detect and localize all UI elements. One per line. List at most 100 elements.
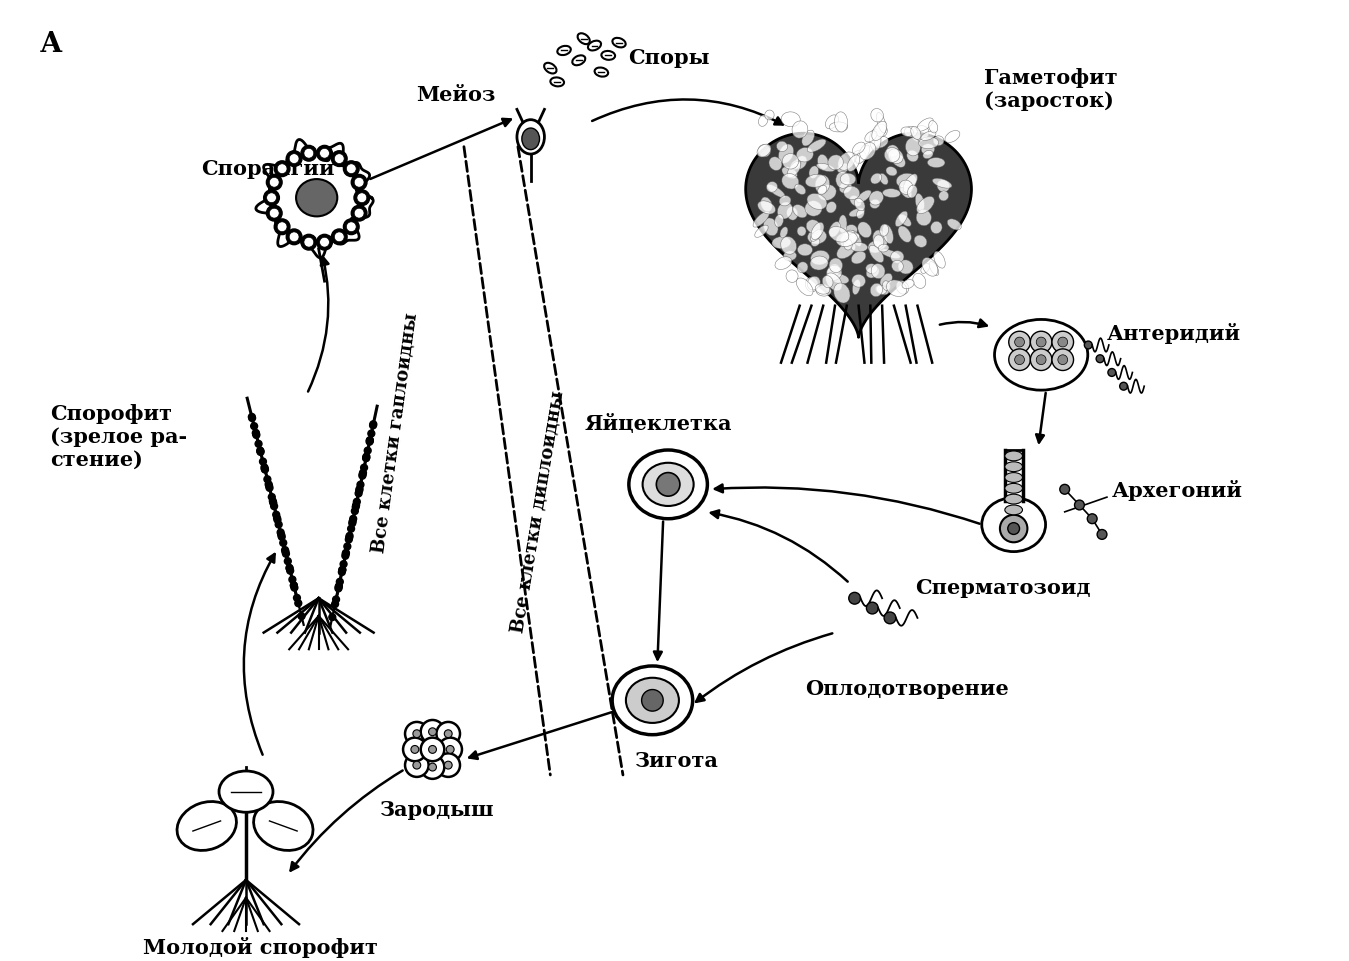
Ellipse shape [869, 191, 884, 205]
Ellipse shape [921, 263, 929, 273]
Circle shape [353, 190, 370, 206]
Ellipse shape [780, 196, 791, 206]
Ellipse shape [870, 173, 882, 184]
Ellipse shape [839, 182, 851, 193]
Ellipse shape [805, 201, 822, 216]
Circle shape [255, 440, 262, 447]
Ellipse shape [826, 273, 842, 291]
Circle shape [347, 222, 356, 232]
Circle shape [335, 585, 341, 592]
Ellipse shape [870, 199, 880, 209]
Ellipse shape [834, 283, 850, 303]
Circle shape [339, 566, 345, 574]
Circle shape [368, 431, 375, 437]
Ellipse shape [811, 238, 820, 246]
Circle shape [336, 583, 343, 590]
Text: А: А [40, 31, 62, 58]
Circle shape [266, 206, 282, 221]
Text: Все клетки диплоидны: Все клетки диплоидны [509, 389, 567, 634]
Ellipse shape [835, 111, 847, 132]
Circle shape [275, 521, 282, 528]
Ellipse shape [764, 218, 778, 235]
Ellipse shape [780, 227, 788, 237]
Circle shape [1014, 355, 1024, 364]
Text: Сперматозоид: Сперматозоид [916, 579, 1091, 599]
Ellipse shape [896, 281, 909, 294]
Ellipse shape [816, 163, 835, 172]
Circle shape [884, 612, 896, 624]
Ellipse shape [815, 283, 830, 294]
Ellipse shape [905, 137, 920, 156]
Ellipse shape [938, 180, 950, 192]
Ellipse shape [795, 156, 807, 169]
Circle shape [367, 437, 374, 444]
Ellipse shape [880, 173, 888, 185]
Circle shape [294, 595, 301, 602]
Ellipse shape [805, 277, 817, 292]
Ellipse shape [874, 124, 888, 136]
Circle shape [290, 582, 297, 589]
Ellipse shape [886, 166, 897, 176]
Circle shape [370, 421, 376, 428]
Circle shape [266, 484, 272, 491]
Ellipse shape [876, 285, 886, 294]
Ellipse shape [849, 209, 865, 217]
Circle shape [1058, 337, 1067, 347]
Circle shape [286, 565, 293, 572]
Ellipse shape [817, 185, 836, 201]
Circle shape [429, 763, 437, 771]
Circle shape [351, 206, 367, 221]
Circle shape [1058, 355, 1067, 364]
Ellipse shape [758, 144, 770, 157]
Ellipse shape [826, 115, 839, 129]
Circle shape [268, 494, 275, 501]
Circle shape [360, 469, 367, 477]
Circle shape [270, 500, 277, 506]
Ellipse shape [871, 263, 885, 279]
Ellipse shape [784, 251, 796, 260]
Ellipse shape [877, 112, 886, 133]
Circle shape [271, 503, 278, 509]
Ellipse shape [898, 180, 913, 194]
Ellipse shape [921, 258, 938, 276]
Circle shape [1009, 349, 1031, 371]
Circle shape [355, 209, 364, 218]
Ellipse shape [781, 111, 800, 127]
Circle shape [286, 564, 293, 571]
Circle shape [357, 193, 367, 203]
Text: Антеридий: Антеридий [1108, 323, 1241, 344]
Circle shape [351, 507, 359, 514]
Text: Гаметофит
(заросток): Гаметофит (заросток) [985, 68, 1118, 111]
Ellipse shape [915, 235, 927, 247]
Circle shape [355, 178, 364, 187]
Ellipse shape [857, 209, 865, 218]
Circle shape [421, 738, 444, 761]
Circle shape [289, 232, 299, 242]
Circle shape [289, 576, 295, 583]
Circle shape [413, 761, 421, 769]
Circle shape [301, 145, 317, 161]
Ellipse shape [811, 222, 824, 239]
Ellipse shape [795, 185, 805, 194]
Text: Оплодотворение: Оплодотворение [805, 678, 1009, 699]
Circle shape [343, 550, 349, 556]
Ellipse shape [766, 182, 777, 192]
Circle shape [1075, 500, 1085, 510]
Circle shape [320, 237, 329, 247]
Ellipse shape [931, 221, 942, 234]
Ellipse shape [840, 230, 855, 247]
Circle shape [251, 423, 258, 430]
Ellipse shape [1005, 483, 1023, 493]
Ellipse shape [219, 771, 272, 812]
Ellipse shape [577, 34, 590, 44]
Text: Мейоз: Мейоз [417, 85, 496, 105]
Ellipse shape [830, 222, 840, 237]
Circle shape [1120, 382, 1128, 390]
Ellipse shape [851, 231, 862, 246]
Circle shape [1031, 349, 1052, 371]
Ellipse shape [1005, 473, 1023, 482]
Text: Все клетки гаплоидны: Все клетки гаплоидны [370, 312, 421, 554]
Circle shape [429, 727, 437, 736]
Circle shape [347, 532, 353, 539]
Polygon shape [256, 139, 374, 258]
